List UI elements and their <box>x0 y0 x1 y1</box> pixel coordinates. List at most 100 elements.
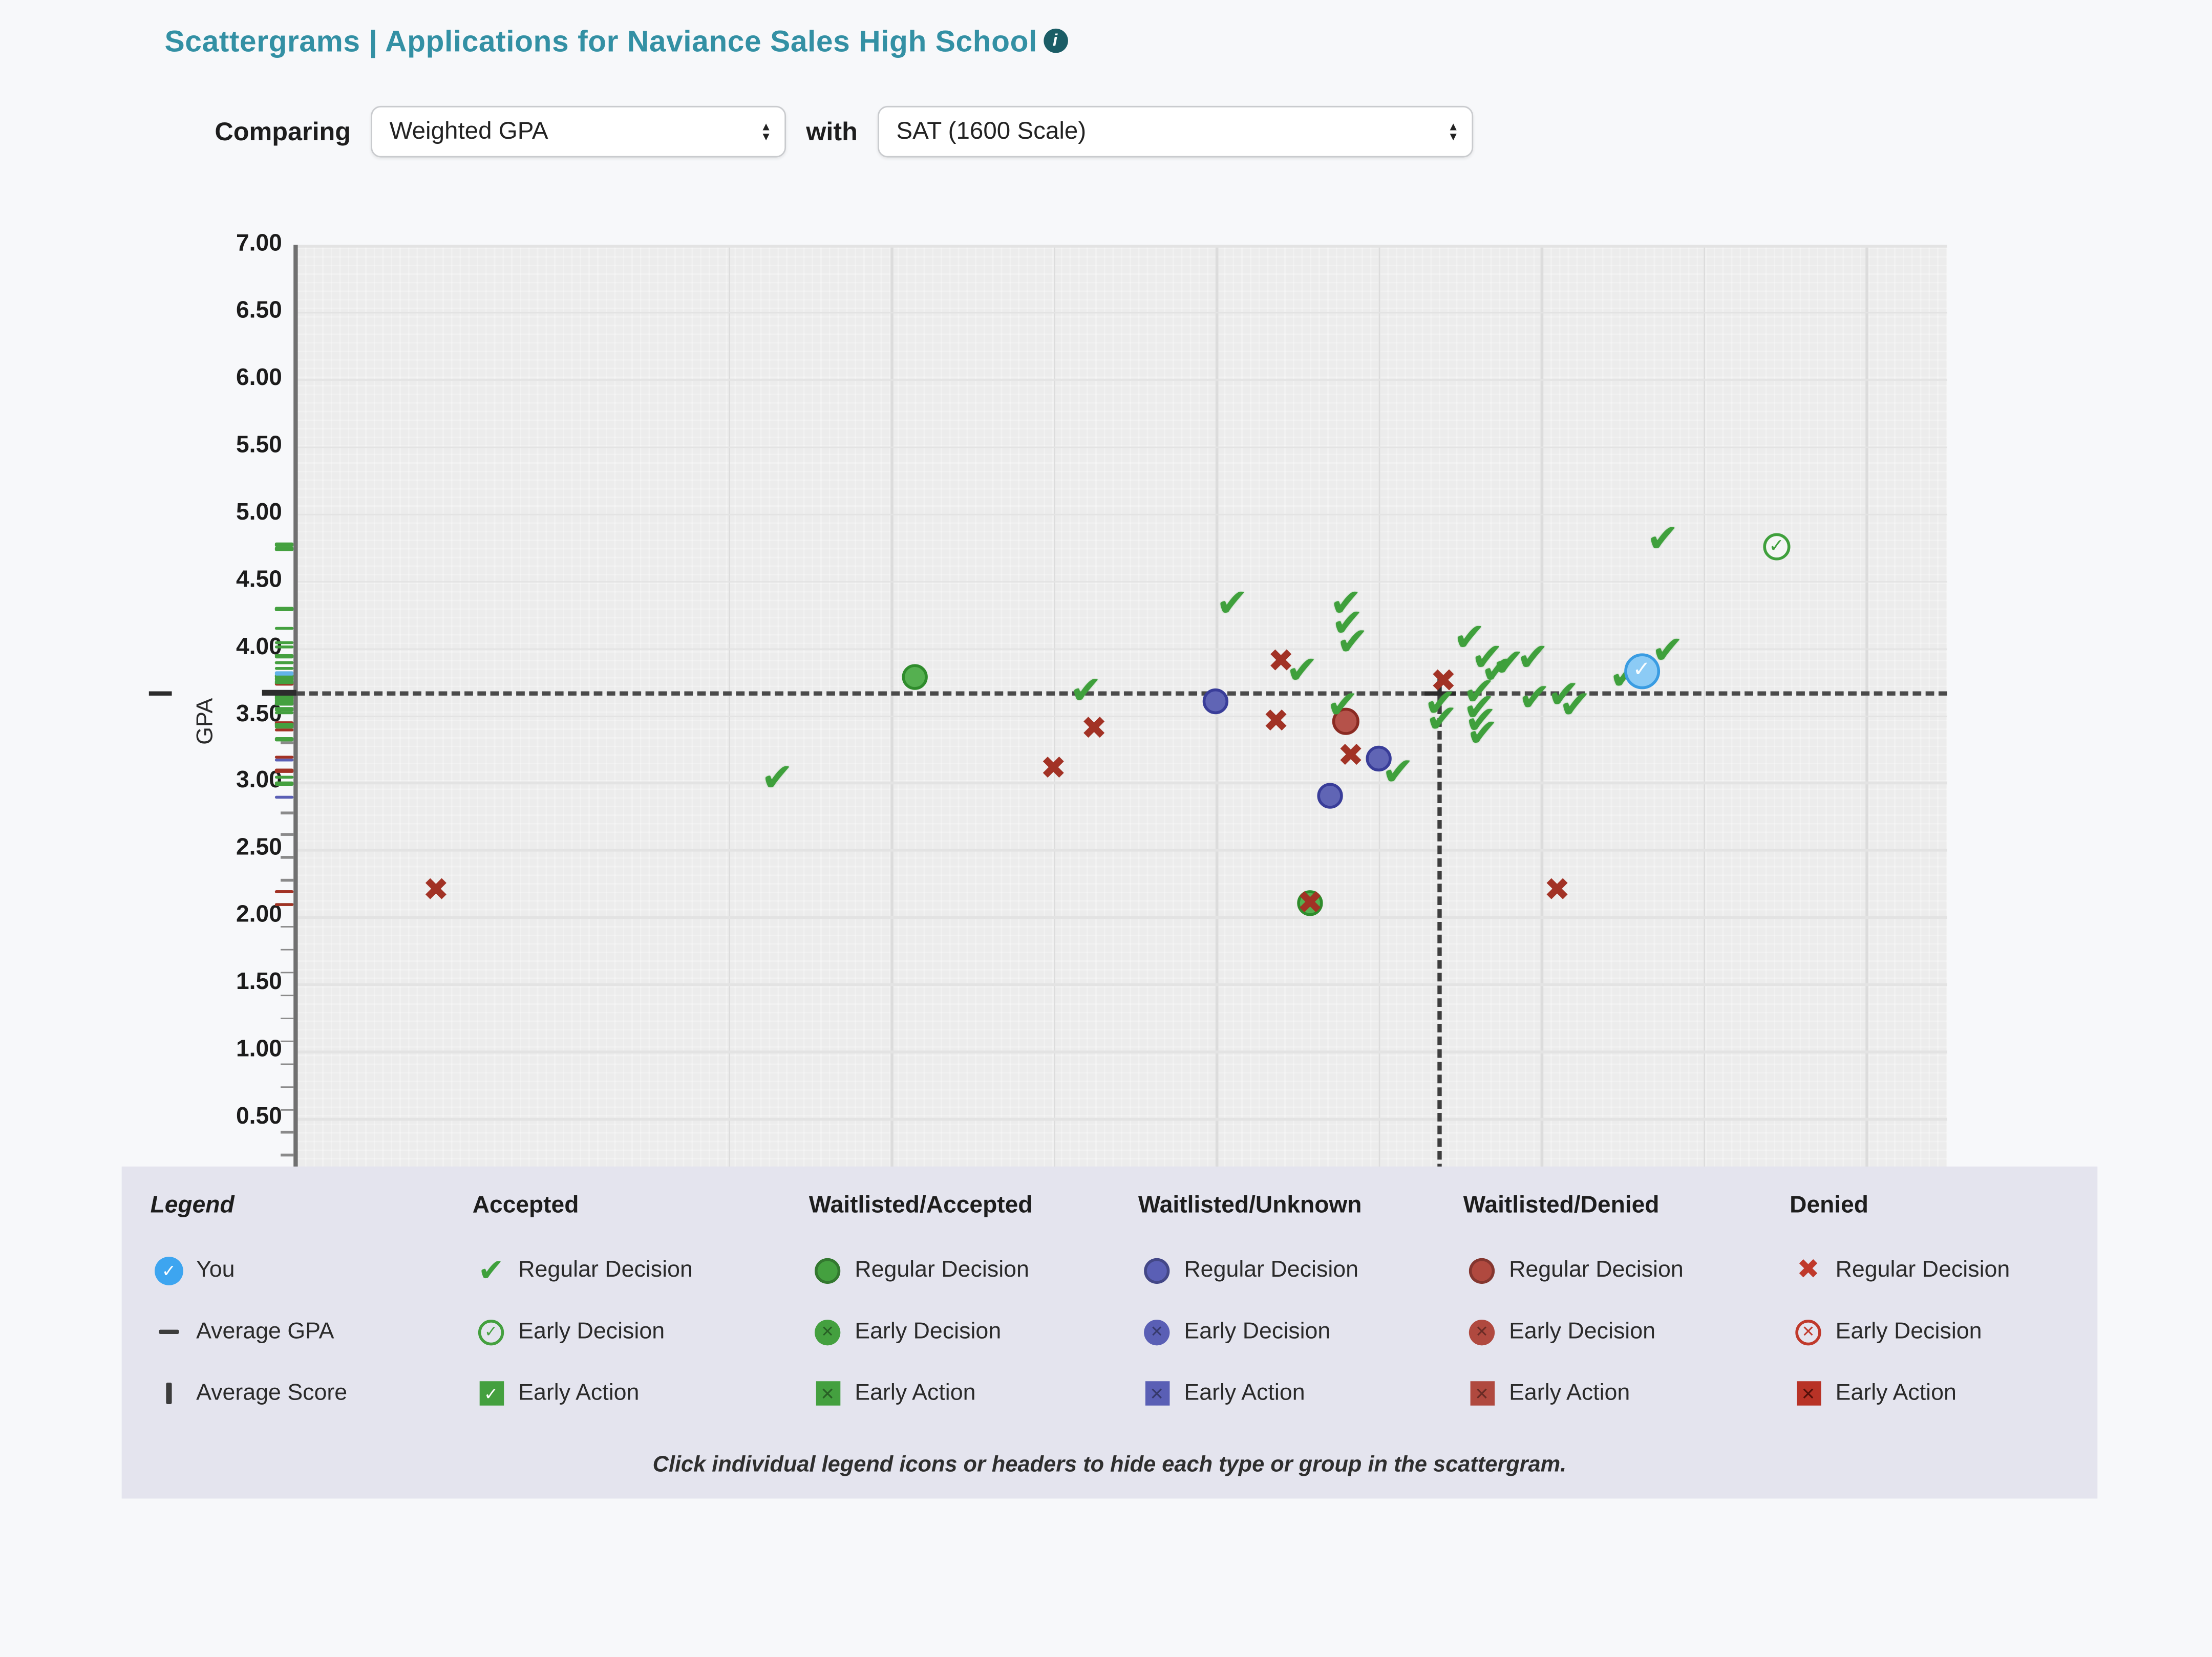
red-x-icon[interactable]: ✖ <box>1797 1255 1820 1285</box>
waitlisted-circle-marker[interactable] <box>902 664 928 691</box>
denied-x-marker[interactable]: ✖ <box>1080 709 1108 746</box>
accepted-check-marker[interactable]: ✔ <box>1518 676 1551 719</box>
green-square-check-icon[interactable]: ✓ <box>479 1381 503 1406</box>
accepted-check-marker[interactable]: ✔ <box>1326 683 1359 726</box>
waitlisted-circle-marker[interactable] <box>1297 890 1323 916</box>
legend-icon-cell[interactable] <box>809 1257 846 1283</box>
accepted-check-marker[interactable]: ✔ <box>1423 681 1457 725</box>
legend-icon-cell[interactable]: ✖ <box>1790 1254 1827 1286</box>
y-axis-distribution-tick <box>274 654 294 658</box>
y-axis-tick-label: 2.50 <box>236 835 282 861</box>
denied-x-marker[interactable]: ✖ <box>1296 884 1324 920</box>
legend-header[interactable]: Waitlisted/Unknown <box>1138 1192 1362 1218</box>
legend-icon-cell[interactable]: ✕ <box>809 1319 846 1345</box>
legend-icon-cell[interactable]: ✕ <box>1790 1319 1827 1345</box>
gridline-horizontal <box>296 648 1947 650</box>
legend-icon-cell[interactable] <box>151 1329 188 1335</box>
accepted-check-marker[interactable]: ✔ <box>1471 636 1504 679</box>
blue-filled-circle-icon[interactable] <box>1144 1257 1170 1283</box>
accepted-check-marker[interactable]: ✔ <box>1070 669 1102 713</box>
legend-item-label: Early Action <box>518 1380 640 1405</box>
accepted-check-marker[interactable]: ✔ <box>1492 641 1525 684</box>
blue-patterned-circle-icon[interactable]: ✕ <box>1144 1319 1170 1345</box>
average-gpa-line <box>296 691 1947 696</box>
denied-x-marker[interactable]: ✖ <box>1263 703 1289 739</box>
accepted-check-marker[interactable]: ✔ <box>1381 750 1414 793</box>
green-filled-circle-icon[interactable] <box>814 1257 841 1283</box>
denied-x-marker[interactable]: ✖ <box>1430 662 1457 699</box>
accepted-check-marker[interactable]: ✔ <box>1463 671 1496 714</box>
y-axis-minor-tick <box>281 742 294 744</box>
accepted-check-marker[interactable]: ✔ <box>1516 636 1549 679</box>
legend-icon-cell[interactable]: ✕ <box>809 1381 846 1406</box>
green-patterned-square-icon[interactable]: ✕ <box>815 1381 840 1406</box>
denied-x-marker[interactable]: ✖ <box>1267 642 1294 679</box>
accepted-check-marker[interactable]: ✔ <box>761 757 794 800</box>
accepted-check-marker[interactable]: ✔ <box>1216 582 1249 626</box>
legend-icon-cell[interactable] <box>151 1383 188 1404</box>
denied-x-marker[interactable]: ✖ <box>422 871 450 907</box>
accepted-check-marker[interactable]: ✔ <box>1329 582 1363 626</box>
y-axis-distribution-tick <box>274 775 294 779</box>
legend-icon-cell[interactable]: ✕ <box>1790 1381 1827 1406</box>
info-icon[interactable]: i <box>1043 28 1068 53</box>
accepted-check-marker[interactable]: ✔ <box>1463 685 1496 729</box>
legend-header[interactable]: Waitlisted/Denied <box>1463 1192 1660 1218</box>
legend-item-label: Early Decision <box>518 1319 665 1344</box>
accepted-check-marker[interactable]: ✔ <box>1480 649 1514 693</box>
accepted-check-marker[interactable]: ✔ <box>1464 699 1497 742</box>
legend-icon-cell[interactable]: ✕ <box>1463 1381 1501 1406</box>
y-axis-tick-label: 4.00 <box>236 633 282 659</box>
early-decision-circle-marker[interactable]: ✓ <box>1762 533 1791 561</box>
accepted-check-marker[interactable]: ✔ <box>1559 683 1591 726</box>
legend-item: ✕ Early Action <box>1790 1363 2097 1424</box>
blue-patterned-square-icon[interactable]: ✕ <box>1144 1381 1169 1406</box>
accepted-check-marker[interactable]: ✔ <box>1466 712 1499 756</box>
waitlisted-circle-marker[interactable] <box>1332 708 1360 736</box>
legend-icon-cell[interactable] <box>1463 1257 1501 1283</box>
accepted-check-marker[interactable]: ✔ <box>1646 518 1679 561</box>
legend-header: Legend <box>150 1192 235 1218</box>
average-score-bar-icon[interactable] <box>166 1383 172 1404</box>
green-patterned-circle-icon[interactable]: ✕ <box>814 1319 841 1345</box>
legend-icon-cell[interactable]: ✓ <box>473 1319 510 1345</box>
waitlisted-circle-marker[interactable] <box>1365 745 1392 771</box>
you-marker[interactable]: ✓ <box>1624 654 1660 690</box>
green-circle-check-icon[interactable]: ✓ <box>478 1319 504 1345</box>
gpa-metric-select[interactable]: Weighted GPA ▲ ▼ <box>371 105 786 158</box>
legend-icon-cell[interactable]: ✕ <box>1138 1381 1176 1406</box>
accepted-check-marker[interactable]: ✔ <box>1331 601 1364 644</box>
y-axis-tick-label: 3.50 <box>236 700 282 727</box>
green-check-icon[interactable]: ✔ <box>478 1252 504 1288</box>
legend-header[interactable]: Waitlisted/Accepted <box>809 1192 1033 1218</box>
denied-x-marker[interactable]: ✖ <box>1337 737 1364 772</box>
waitlisted-circle-marker[interactable] <box>1203 688 1229 715</box>
legend-icon-cell[interactable]: ✕ <box>1138 1319 1176 1345</box>
legend-icon-cell[interactable]: ✓ <box>151 1256 188 1285</box>
average-gpa-dash-icon[interactable] <box>159 1329 179 1335</box>
accepted-check-marker[interactable]: ✔ <box>1426 698 1458 741</box>
accepted-check-marker[interactable]: ✔ <box>1286 649 1318 693</box>
legend-header[interactable]: Denied <box>1790 1192 1868 1218</box>
legend-icon-cell[interactable] <box>1138 1257 1176 1283</box>
red-square-x-icon[interactable]: ✕ <box>1796 1381 1821 1406</box>
red-circle-x-icon[interactable]: ✕ <box>1795 1319 1821 1345</box>
waitlisted-circle-marker[interactable] <box>1316 782 1343 809</box>
legend-item: ✖ Regular Decision <box>1790 1239 2097 1301</box>
denied-x-marker[interactable]: ✖ <box>1040 750 1067 786</box>
darkred-patterned-circle-icon[interactable]: ✕ <box>1469 1319 1495 1345</box>
legend-icon-cell[interactable]: ✔ <box>473 1252 510 1289</box>
score-metric-select[interactable]: SAT (1600 Scale) ▲ ▼ <box>878 105 1474 158</box>
darkred-filled-circle-icon[interactable] <box>1469 1257 1495 1283</box>
you-circle-icon[interactable]: ✓ <box>154 1256 183 1285</box>
legend-icon-cell[interactable]: ✓ <box>473 1381 510 1406</box>
denied-x-marker[interactable]: ✖ <box>1544 871 1570 907</box>
accepted-check-marker[interactable]: ✔ <box>1547 673 1580 717</box>
darkred-patterned-square-icon[interactable]: ✕ <box>1470 1381 1494 1406</box>
gridline-horizontal <box>296 312 1947 314</box>
legend-header[interactable]: Accepted <box>472 1192 579 1218</box>
accepted-check-marker[interactable]: ✔ <box>1336 619 1369 663</box>
gridline-horizontal <box>296 916 1947 919</box>
legend-icon-cell[interactable]: ✕ <box>1463 1319 1501 1345</box>
accepted-check-marker[interactable]: ✔ <box>1453 615 1486 659</box>
